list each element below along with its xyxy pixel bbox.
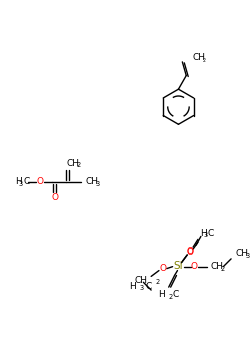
Text: CH: CH [66, 159, 79, 168]
Text: 2: 2 [155, 279, 159, 285]
Text: C: C [24, 177, 30, 186]
Text: 3: 3 [204, 232, 208, 238]
Text: C: C [208, 229, 214, 238]
Text: O: O [159, 264, 166, 273]
Text: H: H [200, 229, 207, 238]
Text: CH: CH [134, 276, 147, 285]
Text: CH: CH [192, 54, 205, 63]
Text: CH: CH [86, 177, 99, 186]
Text: C: C [172, 290, 179, 300]
Text: O: O [36, 177, 44, 186]
Text: 2: 2 [169, 294, 173, 300]
Text: H: H [15, 177, 22, 186]
Text: 3: 3 [246, 253, 250, 259]
Text: O: O [187, 246, 194, 256]
Text: 3: 3 [140, 285, 143, 291]
Text: H: H [129, 282, 136, 290]
Text: O: O [187, 247, 194, 257]
Text: 2: 2 [76, 162, 80, 168]
Text: CH: CH [211, 262, 224, 271]
Text: C: C [145, 282, 152, 290]
Text: O: O [51, 193, 58, 202]
Text: H: H [158, 290, 165, 300]
Text: 2: 2 [220, 266, 225, 272]
Text: 3: 3 [18, 181, 23, 187]
Text: Si: Si [174, 261, 183, 271]
Text: CH: CH [236, 250, 249, 259]
Text: O: O [190, 262, 198, 271]
Text: 3: 3 [96, 181, 100, 187]
Text: $_2$: $_2$ [202, 57, 206, 65]
